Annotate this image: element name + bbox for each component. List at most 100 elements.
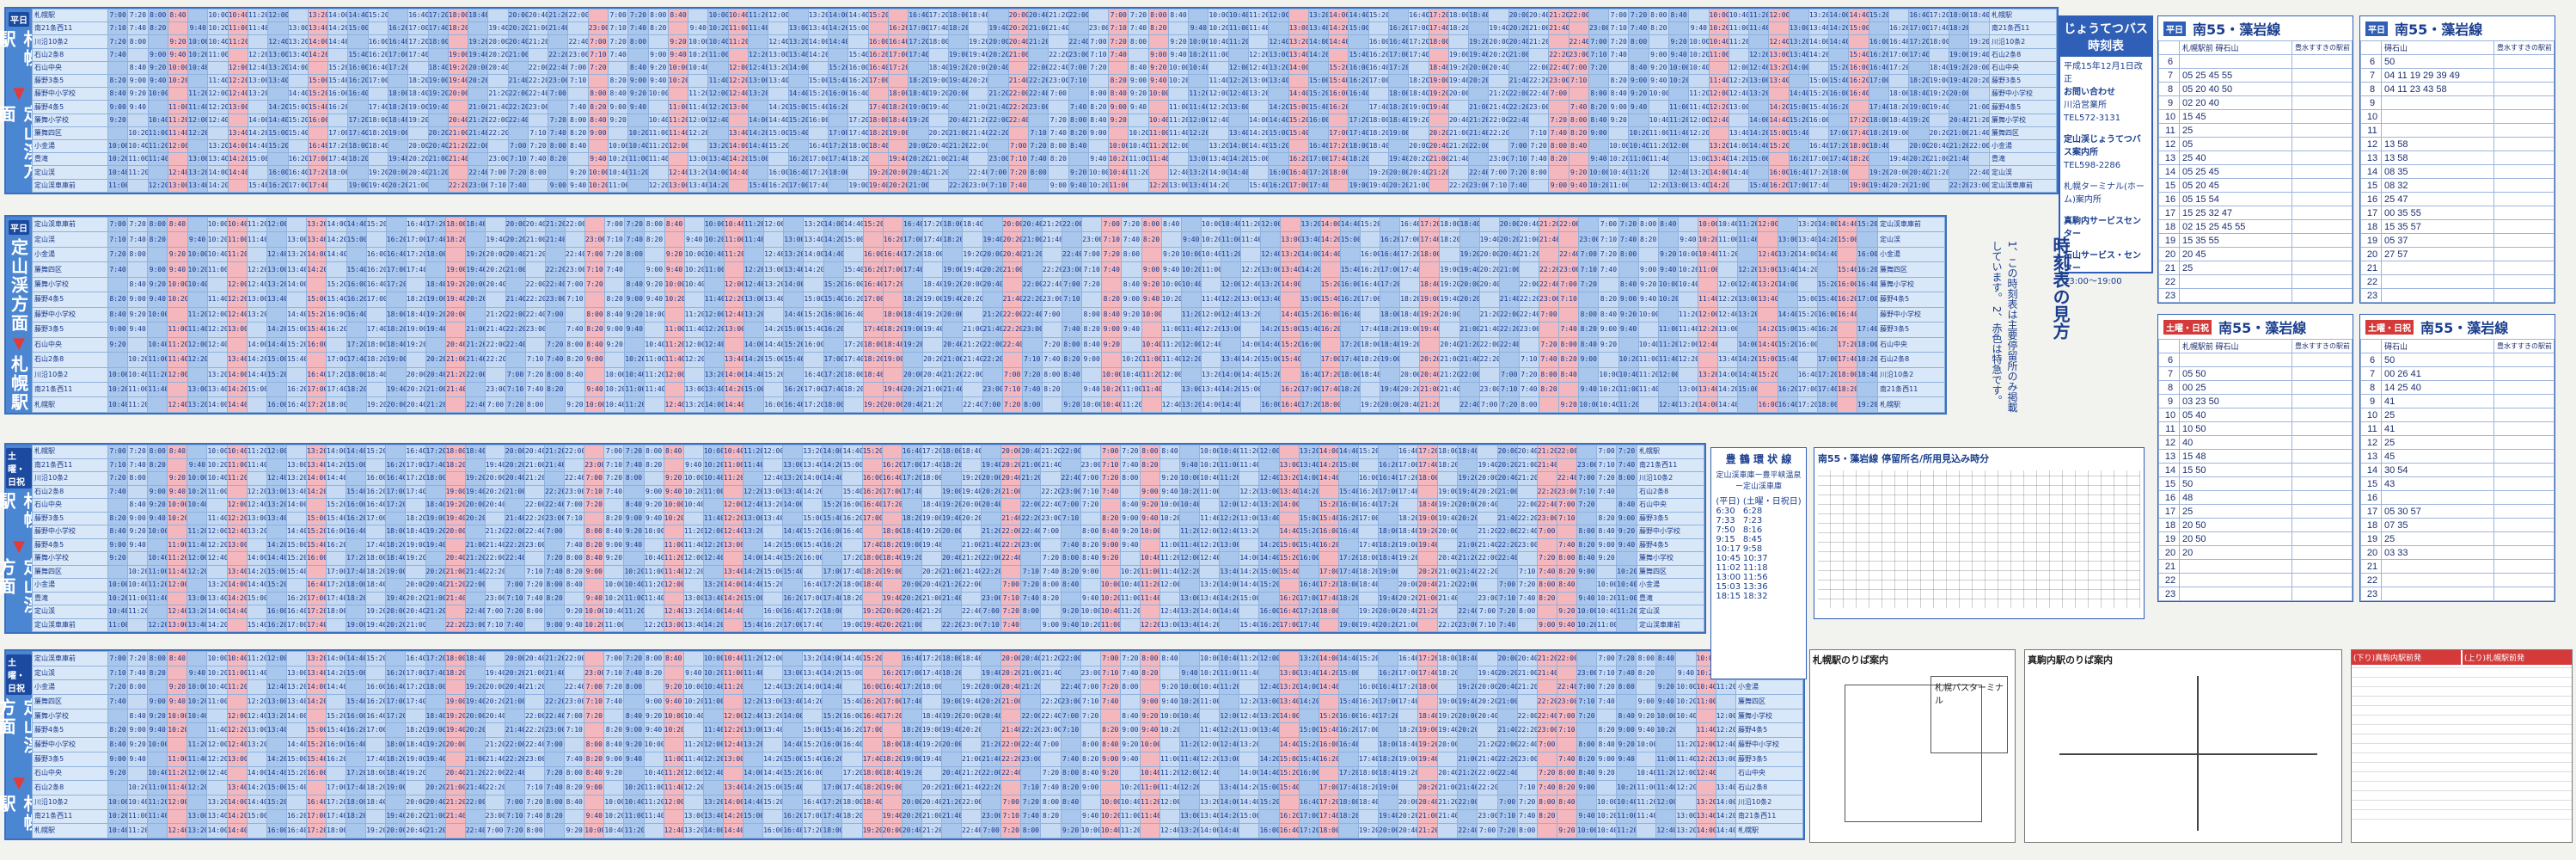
time-cell: 13:00 xyxy=(1239,511,1260,525)
stop-name: 藤野4条5 xyxy=(32,100,108,114)
time-cell xyxy=(226,484,248,499)
time-cell: 13:20 xyxy=(707,139,729,154)
time-cell: 7:20 xyxy=(544,765,566,782)
time-cell: 8:00 xyxy=(1516,823,1538,838)
time-cell: 22:00 xyxy=(1020,708,1042,724)
time-cell: 16:20 xyxy=(1828,100,1850,114)
time-cell: 10:40 xyxy=(187,60,209,76)
time-cell: 16:20 xyxy=(782,591,804,605)
time-cell: 7:10 xyxy=(1576,484,1598,499)
time-cell: 10:00 xyxy=(703,217,725,233)
time-cell: 14:20 xyxy=(246,780,267,796)
time-cell: 15:20 xyxy=(1300,306,1321,323)
time-cell xyxy=(1457,525,1478,539)
time-cell: 8:40 xyxy=(1576,551,1598,566)
time-cell: 12:00 xyxy=(187,336,208,353)
time-cell: 21:00 xyxy=(405,617,426,632)
time-cell: 15:40 xyxy=(1339,261,1361,278)
time-cell: 16:00 xyxy=(803,336,824,353)
time-cell: 12:40 xyxy=(1159,823,1181,838)
time-cell xyxy=(1796,352,1818,368)
time-cell: 19:00 xyxy=(385,564,407,579)
time-cell: 13:00 xyxy=(187,152,209,167)
time-cell xyxy=(147,471,168,486)
time-cell: 13:20 xyxy=(1200,366,1222,383)
time-cell: 17:00 xyxy=(1408,22,1429,36)
time-cell: 16:00 xyxy=(762,823,784,838)
time-cell: 16:20 xyxy=(326,322,347,338)
time-cell: 14:20 xyxy=(1328,22,1349,36)
time-cell: 9:20 xyxy=(1119,525,1141,539)
time-cell: 19:40 xyxy=(1868,178,1890,193)
time-cell: 15:00 xyxy=(246,591,267,605)
time-cell: 10:40 xyxy=(1708,34,1729,49)
time-cell: 13:40 xyxy=(266,292,288,308)
time-cell xyxy=(548,165,569,180)
terminal-office: 札幌ターミナル(ホーム)案内所 xyxy=(2064,182,2145,205)
time-cell: 15:20 xyxy=(867,9,889,23)
time-cell: 14:00 xyxy=(1808,34,1830,49)
time-cell: 21:20 xyxy=(1447,139,1470,154)
time-cell: 8:20 xyxy=(548,152,569,167)
time-cell: 7:00 xyxy=(1488,165,1509,180)
time-cell: 23:00 xyxy=(1468,178,1490,193)
time-cell: 22:40 xyxy=(1516,525,1538,539)
time-cell: 11:00 xyxy=(1208,47,1229,62)
time-cell: 14:40 xyxy=(1319,246,1341,263)
time-cell: 14:40 xyxy=(762,765,784,782)
time-cell: 23:00 xyxy=(468,178,489,193)
time-cell: 7:20 xyxy=(107,471,129,486)
stop-name: 藤野4条5 xyxy=(32,292,108,308)
time-cell: 22:20 xyxy=(1548,47,1569,62)
time-cell: 13:40 xyxy=(1288,47,1309,62)
time-cell: 22:00 xyxy=(1477,551,1498,566)
time-cell: 10:40 xyxy=(1695,679,1716,696)
time-cell: 15:00 xyxy=(1240,381,1262,398)
time-cell: 22:40 xyxy=(1518,306,1540,323)
time-cell xyxy=(1027,113,1049,127)
time-cell: 20:40 xyxy=(427,139,449,154)
time-cell xyxy=(465,231,486,248)
time-cell: 7:40 xyxy=(624,231,646,248)
time-cell: 14:40 xyxy=(266,551,287,566)
time-cell: 21:20 xyxy=(1437,578,1459,593)
time-cell: 11:00 xyxy=(1199,694,1221,710)
time-cell: 10:20 xyxy=(127,126,149,141)
time-cell xyxy=(940,823,963,838)
time-cell: 22:20 xyxy=(447,178,469,193)
time-cell: 12:20 xyxy=(702,538,724,552)
time-cell: 11:00 xyxy=(206,484,228,499)
time-cell: 20:20 xyxy=(1488,47,1509,62)
time-cell xyxy=(623,551,645,566)
stop-name: 川沿10条2 xyxy=(32,34,108,49)
time-cell xyxy=(961,808,982,825)
time-cell: 17:20 xyxy=(1298,823,1319,838)
time-cell xyxy=(587,9,609,23)
time-cell: 14:00 xyxy=(246,765,267,782)
timetable-grid: 定山渓車庫前 7:00 7:20 8:00 8:40 10:00 10:40 11:20 12:… xyxy=(32,651,1803,838)
time-cell: 11:40 xyxy=(663,564,684,579)
time-cell: 16:00 xyxy=(1348,60,1369,76)
time-cell: 13:20 xyxy=(187,823,208,838)
time-cell: 18:00 xyxy=(862,336,884,353)
time-cell: 21:40 xyxy=(544,458,566,472)
time-cell: 15:40 xyxy=(822,511,843,525)
time-cell: 22:00 xyxy=(504,525,525,539)
time-cell xyxy=(287,74,309,89)
time-cell: 21:20 xyxy=(1048,9,1069,23)
time-cell: 15:00 xyxy=(1280,322,1301,338)
time-cell: 20:20 xyxy=(1457,722,1478,739)
time-cell: 7:00 xyxy=(1576,679,1598,696)
time-cell: 20:20 xyxy=(981,484,1002,499)
time-cell: 21:20 xyxy=(1518,246,1540,263)
time-cell: 10:00 xyxy=(1081,396,1103,413)
time-cell xyxy=(206,708,228,724)
time-cell: 17:40 xyxy=(822,591,843,605)
time-cell: 10:20 xyxy=(206,458,228,472)
time-cell: 8:40 xyxy=(1616,498,1637,513)
stop-name: 簾舞四区 xyxy=(32,564,108,579)
time-cell: 12:40 xyxy=(742,498,764,513)
time-cell xyxy=(484,511,505,525)
time-cell: 8:20 xyxy=(1040,808,1062,825)
time-cell: 9:40 xyxy=(1588,152,1610,167)
